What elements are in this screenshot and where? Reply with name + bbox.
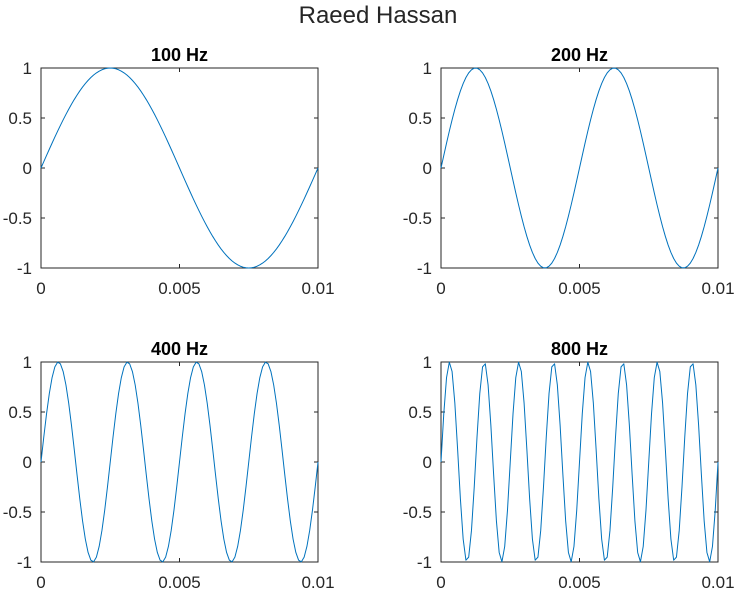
y-tick-label: 0.5 bbox=[8, 109, 32, 128]
y-tick-label: 0.5 bbox=[408, 403, 432, 422]
y-tick-label: 0 bbox=[423, 453, 432, 472]
subplot-title: 100 Hz bbox=[151, 45, 208, 65]
sine-series-line bbox=[440, 361, 719, 563]
y-tick-label: -0.5 bbox=[3, 503, 32, 522]
y-tick-label: 0.5 bbox=[8, 403, 32, 422]
x-tick-label: 0.005 bbox=[558, 573, 601, 591]
subplot-title: 800 Hz bbox=[551, 339, 608, 359]
y-tick-label: -0.5 bbox=[403, 503, 432, 522]
y-tick-label: -1 bbox=[17, 553, 32, 572]
x-tick-label: 0.005 bbox=[158, 279, 201, 298]
x-tick-label: 0.01 bbox=[301, 573, 334, 591]
x-tick-label: 0 bbox=[436, 573, 445, 591]
sine-series-line bbox=[40, 361, 319, 563]
subplot-title: 400 Hz bbox=[151, 339, 208, 359]
y-tick-label: 0 bbox=[23, 159, 32, 178]
x-tick-label: 0.01 bbox=[701, 279, 734, 298]
x-tick-label: 0.005 bbox=[158, 573, 201, 591]
x-tick-label: 0.01 bbox=[701, 573, 734, 591]
y-tick-label: 0 bbox=[423, 159, 432, 178]
y-tick-label: -0.5 bbox=[3, 209, 32, 228]
y-tick-label: 1 bbox=[23, 353, 32, 372]
y-tick-label: 1 bbox=[423, 59, 432, 78]
y-tick-label: -1 bbox=[417, 259, 432, 278]
y-tick-label: 1 bbox=[23, 59, 32, 78]
y-tick-label: 0.5 bbox=[408, 109, 432, 128]
x-tick-label: 0 bbox=[436, 279, 445, 298]
x-tick-label: 0.005 bbox=[558, 279, 601, 298]
y-tick-label: -1 bbox=[17, 259, 32, 278]
y-tick-label: 1 bbox=[423, 353, 432, 372]
x-tick-label: 0.01 bbox=[301, 279, 334, 298]
subplot-title: 200 Hz bbox=[551, 45, 608, 65]
figure-title: Raeed Hassan bbox=[299, 2, 458, 29]
sine-series-line bbox=[440, 67, 719, 269]
x-tick-label: 0 bbox=[36, 573, 45, 591]
y-tick-label: 0 bbox=[23, 453, 32, 472]
y-tick-label: -1 bbox=[417, 553, 432, 572]
sine-series-line bbox=[40, 67, 319, 269]
x-tick-label: 0 bbox=[36, 279, 45, 298]
y-tick-label: -0.5 bbox=[403, 209, 432, 228]
